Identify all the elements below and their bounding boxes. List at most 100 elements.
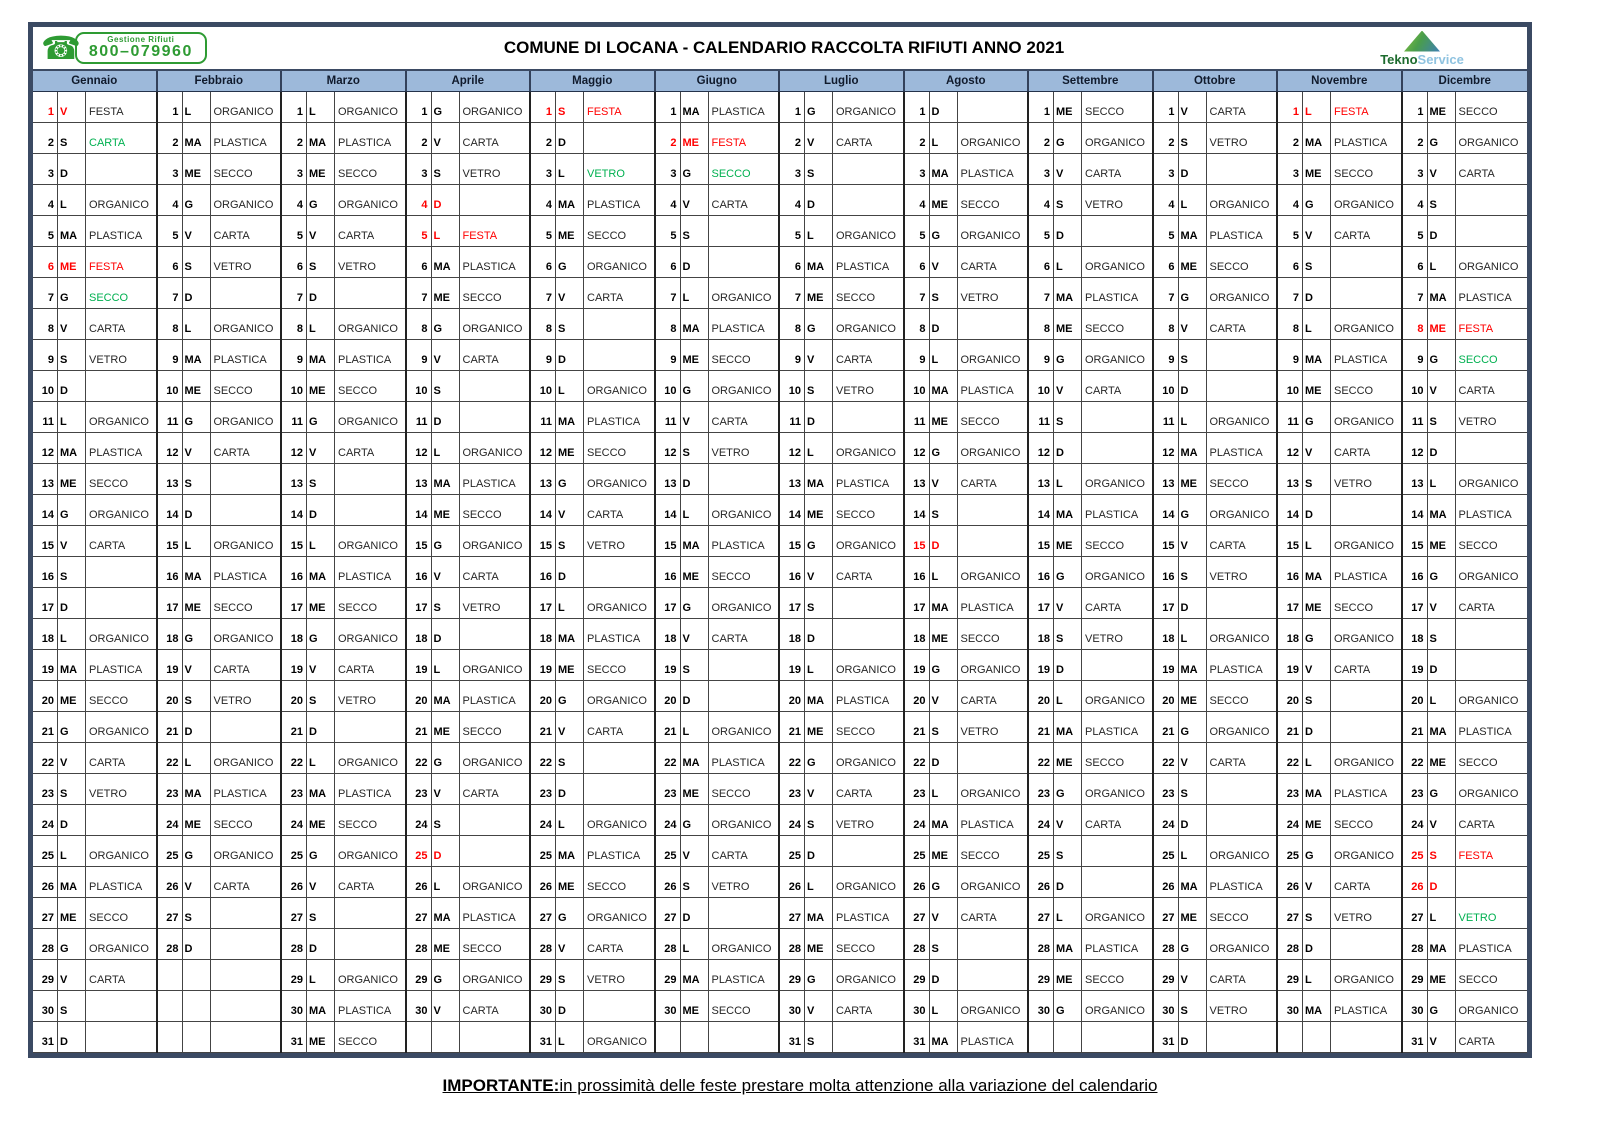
waste-hotline-badge: ☎ Gestione Rifiuti 800–079960 [41, 31, 251, 65]
day-of-week: S [1427, 836, 1456, 867]
day-number: 7 [406, 278, 432, 309]
waste-type: SECCO [957, 185, 1027, 216]
day-number: 4 [1402, 185, 1428, 216]
day-number: 30 [1402, 991, 1428, 1022]
day-of-week: S [431, 588, 460, 619]
day-number: 9 [1278, 340, 1303, 371]
day-of-week: V [307, 216, 335, 247]
waste-type: ORGANICO [1082, 123, 1152, 154]
waste-type: SECCO [1082, 526, 1152, 557]
day-number: 22 [33, 743, 58, 774]
day-number: 5 [1029, 216, 1054, 247]
day-number: 20 [1153, 681, 1179, 712]
day-of-week: MA [1427, 712, 1456, 743]
day-of-week: S [307, 898, 335, 929]
day-of-week: G [58, 929, 86, 960]
day-number: 9 [157, 340, 183, 371]
month-column-maggio: 1 S FESTA 2 D 3 L VETRO 4 MA PLASTICA 5 ME SECCO 6 G ORG… [531, 92, 656, 1053]
day-number: 5 [282, 216, 307, 247]
day-number: 28 [282, 929, 307, 960]
day-number: 1 [531, 92, 556, 123]
day-number: 30 [904, 991, 930, 1022]
waste-type: PLASTICA [957, 1022, 1027, 1053]
day-number: 15 [406, 526, 432, 557]
day-number: 21 [531, 712, 556, 743]
day-of-week [431, 1022, 460, 1053]
day-of-week: MA [1303, 557, 1331, 588]
waste-type: VETRO [459, 588, 529, 619]
waste-type: CARTA [708, 185, 778, 216]
day-number: 2 [1402, 123, 1428, 154]
day-number: 23 [1153, 774, 1179, 805]
day-of-week: D [1178, 371, 1207, 402]
waste-type: ORGANICO [957, 340, 1027, 371]
day-of-week: ME [431, 929, 460, 960]
day-of-week: S [1054, 185, 1082, 216]
waste-type: ORGANICO [833, 650, 903, 681]
waste-type: SECCO [335, 1022, 405, 1053]
teknoservice-logo: TeknoService [1317, 30, 1527, 66]
day-of-week: MA [929, 805, 958, 836]
day-of-week: V [556, 712, 584, 743]
day-of-week: MA [1303, 123, 1331, 154]
day-number: 23 [780, 774, 805, 805]
day-number: 8 [780, 309, 805, 340]
day-of-week: G [556, 681, 584, 712]
day-number: 15 [1402, 526, 1428, 557]
footer-note: IMPORTANTE:in prossimità delle feste pre… [0, 1076, 1600, 1096]
waste-type: ORGANICO [459, 433, 529, 464]
day-number: 26 [406, 867, 432, 898]
day-number: 21 [780, 712, 805, 743]
waste-type: CARTA [1082, 805, 1152, 836]
waste-type [210, 960, 280, 991]
day-number: 25 [655, 836, 681, 867]
day-of-week: L [182, 309, 211, 340]
day-of-week: V [1303, 867, 1331, 898]
phone-label: Gestione Rifiuti [107, 34, 175, 44]
day-of-week: V [1427, 1022, 1456, 1053]
waste-type: CARTA [86, 743, 156, 774]
waste-type [86, 371, 156, 402]
day-of-week: L [307, 960, 335, 991]
waste-type: ORGANICO [1455, 464, 1527, 495]
waste-type [1206, 371, 1276, 402]
day-of-week: V [929, 247, 958, 278]
day-number [1278, 1022, 1303, 1053]
day-of-week: V [1178, 960, 1207, 991]
month-header-ottobre: Ottobre [1154, 71, 1278, 91]
day-of-week: D [1054, 216, 1082, 247]
day-number: 11 [1153, 402, 1179, 433]
day-number: 18 [282, 619, 307, 650]
day-of-week: G [182, 402, 211, 433]
day-number: 20 [780, 681, 805, 712]
waste-type: SECCO [459, 929, 529, 960]
day-of-week: V [58, 743, 86, 774]
day-of-week: G [1427, 991, 1456, 1022]
day-number: 17 [904, 588, 930, 619]
waste-type: SECCO [335, 588, 405, 619]
day-of-week: MA [1303, 340, 1331, 371]
recycle-triangle-icon [1404, 30, 1440, 52]
day-number: 20 [1402, 681, 1428, 712]
day-number: 31 [33, 1022, 58, 1053]
waste-type: ORGANICO [584, 898, 654, 929]
waste-type: PLASTICA [584, 185, 654, 216]
day-of-week: ME [929, 402, 958, 433]
waste-type: VETRO [584, 154, 654, 185]
day-of-week: D [556, 340, 584, 371]
waste-type: SECCO [708, 557, 778, 588]
waste-type [833, 1022, 903, 1053]
waste-type: VETRO [335, 247, 405, 278]
waste-type: PLASTICA [210, 340, 280, 371]
waste-type: SECCO [584, 433, 654, 464]
day-number: 28 [33, 929, 58, 960]
day-of-week: V [1178, 92, 1207, 123]
waste-type [708, 1022, 778, 1053]
waste-type [957, 92, 1027, 123]
day-number: 1 [780, 92, 805, 123]
day-of-week: D [1178, 805, 1207, 836]
waste-type: CARTA [584, 929, 654, 960]
month-column-novembre: 1 L FESTA 2 MA PLASTICA 3 ME SECCO 4 G ORGANICO 5 V CA… [1278, 92, 1403, 1053]
waste-type: CARTA [584, 495, 654, 526]
waste-type: PLASTICA [957, 154, 1027, 185]
